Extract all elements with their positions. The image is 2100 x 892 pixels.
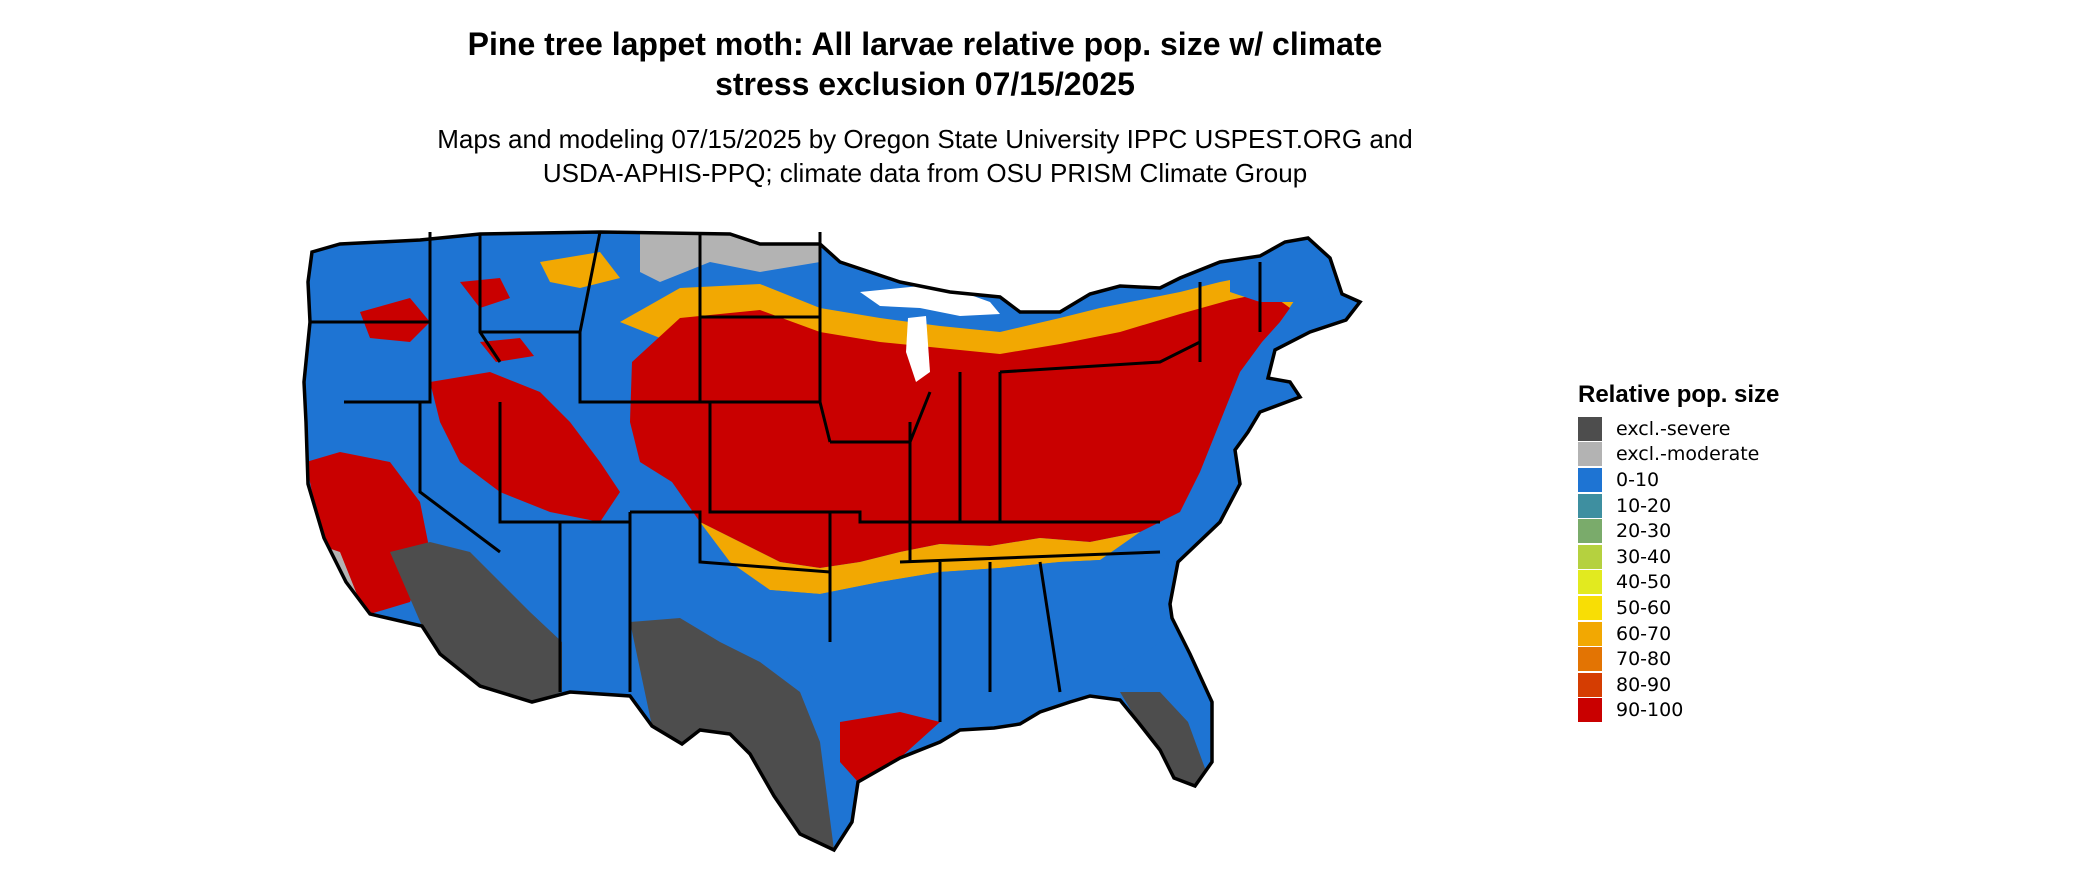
border-nevada-california: [418, 402, 501, 554]
legend-swatch: [1578, 442, 1602, 467]
legend-swatch: [1578, 621, 1602, 646]
legend: Relative pop. size excl.-severe excl.-mod…: [1578, 380, 1779, 723]
legend-swatch: [1578, 647, 1602, 672]
legend-swatch: [1578, 467, 1602, 492]
us-map: [302, 230, 1363, 853]
region-high-oregon: [360, 298, 430, 342]
map-subtitle-line-2: USDA-APHIS-PPQ; climate data from OSU PR…: [542, 158, 1308, 188]
legend-item: 70-80: [1578, 646, 1779, 672]
legend-label: excl.-severe: [1616, 417, 1731, 440]
legend-label: excl.-moderate: [1616, 443, 1760, 466]
region-high-great-basin: [430, 372, 620, 522]
legend-swatch: [1578, 544, 1602, 569]
legend-item: 20-30: [1578, 518, 1779, 544]
legend-swatch: [1578, 595, 1602, 620]
legend-swatch: [1578, 519, 1602, 544]
legend-swatch: [1578, 570, 1602, 595]
lake-michigan: [906, 316, 930, 382]
border-pennsylvania: [999, 340, 1201, 374]
region-severe-florida: [1120, 692, 1210, 786]
legend-items: excl.-severe excl.-moderate 0-10 10-20 20-30…: [1578, 416, 1779, 723]
legend-label: 70-80: [1616, 648, 1672, 671]
legend-label: 10-20: [1616, 494, 1672, 517]
legend-item: 50-60: [1578, 595, 1779, 621]
state-borders: [310, 231, 1262, 722]
legend-label: 30-40: [1616, 545, 1672, 568]
legend-label: 20-30: [1616, 520, 1672, 543]
border-georgia: [1038, 561, 1062, 693]
region-mid-montana: [540, 252, 620, 288]
region-high-gulf-coast: [840, 712, 940, 782]
border-tennessee-south: [899, 550, 1161, 564]
map-subtitle: Maps and modeling 07/15/2025 by Oregon S…: [0, 122, 1850, 190]
legend-item: 60-70: [1578, 621, 1779, 647]
legend-item: 90-100: [1578, 698, 1779, 724]
border-missouri-south: [830, 510, 910, 524]
legend-label: 80-90: [1616, 673, 1672, 696]
legend-item: excl.-severe: [1578, 416, 1779, 442]
region-mid-transition-south: [700, 522, 1140, 594]
legend-label: 40-50: [1616, 571, 1672, 594]
legend-item: excl.-moderate: [1578, 442, 1779, 468]
legend-label: 90-100: [1616, 699, 1684, 722]
legend-label: 50-60: [1616, 596, 1672, 619]
us-outline: [302, 230, 1363, 853]
border-colorado-kansas: [708, 402, 830, 514]
map-title-line-2: stress exclusion 07/15/2025: [715, 66, 1135, 102]
legend-swatch: [1578, 493, 1602, 518]
map-title: Pine tree lappet moth: All larvae relati…: [0, 24, 1850, 104]
region-low-southeast: [770, 552, 1180, 722]
border-oklahoma: [630, 510, 831, 574]
legend-item: 40-50: [1578, 570, 1779, 596]
map-title-line-1: Pine tree lappet moth: All larvae relati…: [467, 26, 1383, 62]
legend-item: 30-40: [1578, 544, 1779, 570]
legend-swatch: [1578, 416, 1602, 441]
lake-superior: [860, 284, 1000, 316]
border-utah-arizona: [498, 402, 630, 524]
region-severe-southwest: [390, 542, 562, 702]
legend-item: 0-10: [1578, 467, 1779, 493]
border-oregon-washington: [310, 320, 432, 404]
region-high-montana-south: [480, 338, 534, 362]
legend-title: Relative pop. size: [1578, 381, 1780, 408]
map-subtitle-line-1: Maps and modeling 07/15/2025 by Oregon S…: [437, 124, 1413, 154]
legend-swatch: [1578, 672, 1602, 697]
region-high-california: [306, 452, 430, 614]
legend-item: 80-90: [1578, 672, 1779, 698]
region-high-idaho: [460, 278, 510, 308]
legend-swatch: [1578, 698, 1602, 723]
legend-label: 60-70: [1616, 622, 1672, 645]
legend-item: 10-20: [1578, 493, 1779, 519]
legend-label: 0-10: [1616, 468, 1660, 491]
region-low-maine: [1230, 238, 1342, 302]
